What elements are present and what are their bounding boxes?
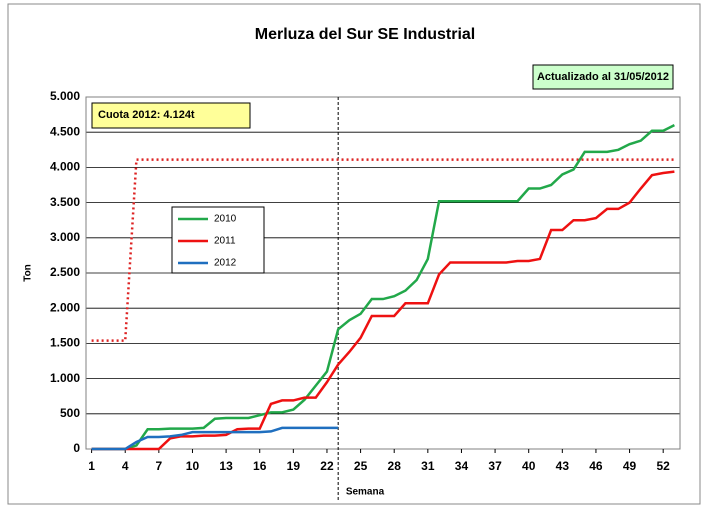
chart: Merluza del Sur SE Industrial Actualizad… bbox=[0, 0, 708, 508]
quota-note: Cuota 2012: 4.124t bbox=[98, 109, 195, 121]
y-tick-label: 4.000 bbox=[50, 160, 80, 174]
x-tick-label: 34 bbox=[455, 459, 469, 473]
x-tick-label: 37 bbox=[488, 459, 502, 473]
x-tick-label: 46 bbox=[589, 459, 603, 473]
y-tick-label: 1.500 bbox=[50, 336, 80, 350]
x-tick-label: 16 bbox=[253, 459, 267, 473]
legend-label: 2011 bbox=[214, 236, 236, 247]
x-tick-label: 7 bbox=[156, 459, 163, 473]
x-tick-label: 22 bbox=[320, 459, 334, 473]
y-tick-label: 2.500 bbox=[50, 265, 80, 279]
legend-label: 2012 bbox=[214, 258, 237, 269]
x-tick-label: 25 bbox=[354, 459, 368, 473]
x-tick-label: 13 bbox=[219, 459, 233, 473]
x-tick-label: 40 bbox=[522, 459, 536, 473]
y-tick-label: 4.500 bbox=[50, 124, 80, 138]
x-tick-label: 31 bbox=[421, 459, 435, 473]
y-tick-label: 0 bbox=[73, 441, 80, 455]
y-tick-label: 5.000 bbox=[50, 89, 80, 103]
x-axis-label: Semana bbox=[346, 487, 385, 498]
legend-label: 2010 bbox=[214, 214, 237, 225]
y-tick-label: 500 bbox=[60, 406, 80, 420]
x-tick-label: 10 bbox=[186, 459, 200, 473]
y-tick-label: 3.500 bbox=[50, 195, 80, 209]
y-axis-label: Ton bbox=[23, 264, 34, 282]
x-tick-label: 43 bbox=[556, 459, 570, 473]
x-tick-label: 1 bbox=[88, 459, 95, 473]
y-tick-label: 2.000 bbox=[50, 300, 80, 314]
x-tick-label: 49 bbox=[623, 459, 637, 473]
x-tick-label: 4 bbox=[122, 459, 129, 473]
y-tick-label: 3.000 bbox=[50, 230, 80, 244]
chart-title: Merluza del Sur SE Industrial bbox=[255, 26, 476, 43]
update-note: Actualizado al 31/05/2012 bbox=[537, 71, 669, 83]
x-tick-label: 28 bbox=[388, 459, 402, 473]
x-tick-label: 52 bbox=[657, 459, 671, 473]
y-tick-label: 1.000 bbox=[50, 371, 80, 385]
x-tick-label: 19 bbox=[287, 459, 301, 473]
